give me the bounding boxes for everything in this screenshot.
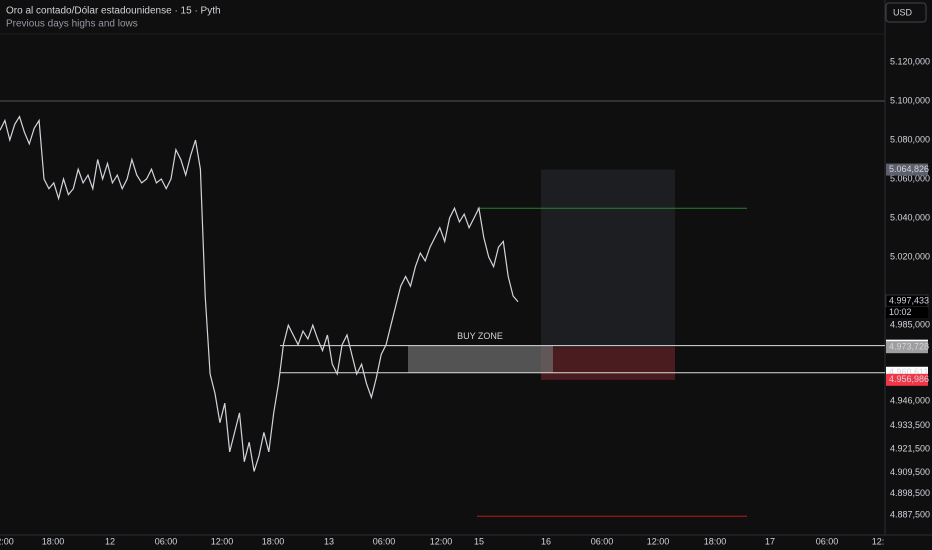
x-tick-label: 16 [541, 536, 551, 546]
price-tag-label: 4.960,611 [889, 367, 928, 377]
y-tick-label: 5.060,000 [890, 173, 930, 183]
x-tick-label: 18:00 [42, 536, 65, 546]
price-tag-label: 4.973,728 [889, 342, 929, 352]
x-tick-label: 06:00 [373, 536, 396, 546]
x-tick-label: 18:00 [704, 536, 727, 546]
x-tick-label: 12: [872, 536, 885, 546]
x-tick-label: 17 [765, 536, 775, 546]
price-tag-label: 4.997,433 [889, 295, 929, 305]
x-tick-label: 12 [105, 536, 115, 546]
countdown-label: 10:02 [889, 307, 912, 317]
chart-subtitle: Previous days highs and lows [6, 19, 138, 30]
countdown-box [886, 306, 928, 318]
y-tick-label: 5.100,000 [890, 95, 930, 105]
price-tag-label: 5.064,826 [889, 164, 929, 174]
y-tick-label: 4.898,500 [890, 488, 930, 498]
y-tick-label: 4.946,000 [890, 396, 930, 406]
y-tick-label: 5.040,000 [890, 212, 930, 222]
x-tick-label: 06:00 [155, 536, 178, 546]
y-tick-label: 4.909,500 [890, 467, 930, 477]
currency-button[interactable] [885, 2, 927, 23]
buy-zone-label: BUY ZONE [457, 331, 503, 341]
y-tick-label: 4.921,500 [890, 443, 930, 453]
y-tick-label: 5.080,000 [890, 134, 930, 144]
y-tick-label: 5.120,000 [890, 56, 930, 66]
y-tick-label: 4.985,000 [890, 320, 930, 330]
x-tick-label: 12:00 [211, 536, 234, 546]
y-tick-label: 4.887,500 [890, 510, 930, 520]
price-tag [886, 373, 928, 386]
price-tag-label: 4.956,986 [889, 374, 929, 384]
x-tick-label: 18:00 [262, 536, 285, 546]
x-tick-label: 13 [324, 536, 334, 546]
price-tag [886, 163, 928, 176]
x-tick-label: 06:00 [816, 536, 839, 546]
x-tick-label: 06:00 [591, 536, 614, 546]
target-zone [541, 169, 675, 348]
y-tick-label: 4.933,500 [890, 420, 930, 430]
stop-zone [541, 347, 675, 380]
x-tick-label: 12:00 [647, 536, 670, 546]
price-tag [886, 341, 928, 354]
x-tick-label: 2:00 [0, 536, 14, 546]
buy-zone [408, 345, 553, 373]
chart-title: Oro al contado/Dólar estadounidense · 15… [6, 6, 221, 17]
x-tick-label: 15 [474, 536, 484, 546]
y-tick-label: 5.020,000 [890, 251, 930, 261]
x-tick-label: 12:00 [430, 536, 453, 546]
price-line [0, 115, 519, 472]
currency-label: USD [893, 7, 913, 17]
